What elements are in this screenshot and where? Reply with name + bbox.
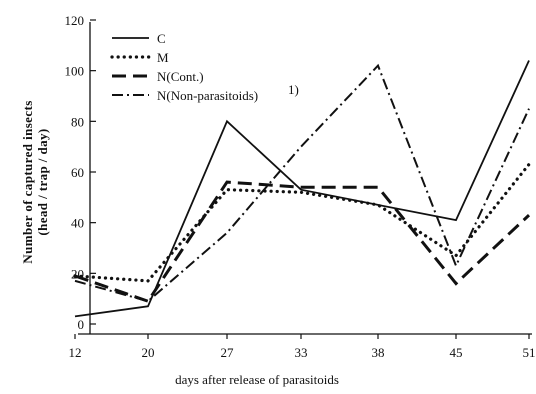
- legend-label-2: M: [157, 50, 169, 65]
- x-tick-label: 38: [372, 345, 385, 360]
- y-tick-label: 60: [71, 165, 84, 180]
- legend-footnote-mark: 1): [288, 82, 299, 97]
- x-tick-label: 33: [295, 345, 308, 360]
- plot-axes: [78, 22, 532, 335]
- x-tick-label: 27: [221, 345, 235, 360]
- series-line-1: [74, 60, 530, 318]
- y-axis-label: Number of captured insects: [20, 100, 35, 263]
- y-tick-label: 0: [78, 317, 85, 332]
- x-tick-label: 45: [450, 345, 463, 360]
- series-line-2: [73, 162, 531, 283]
- legend-label-3: N(Cont.): [157, 69, 204, 84]
- legend: CM N(Cont.) N(Non-parasitoids) 1): [110, 31, 299, 103]
- series-line-3: [74, 180, 531, 303]
- y-axis-sublabel: (head / trap / day): [35, 128, 50, 235]
- x-axis-label: days after release of parasitoids: [175, 372, 339, 387]
- legend-label-1: C: [157, 31, 166, 46]
- x-axis-ticks: 12 20 27 33 38 45 51: [69, 334, 536, 360]
- x-tick-label: 12: [69, 345, 82, 360]
- series-lines: [73, 60, 531, 318]
- legend-label-4: N(Non-parasitoids): [157, 88, 258, 103]
- x-tick-label: 20: [142, 345, 155, 360]
- y-tick-label: 40: [71, 216, 84, 231]
- x-tick-label: 51: [523, 345, 536, 360]
- y-axis-label-group: Number of captured insects (head / trap …: [20, 100, 50, 263]
- y-tick-label: 120: [65, 13, 85, 28]
- series-line-4: [74, 63, 530, 303]
- y-tick-label: 80: [71, 114, 84, 129]
- y-tick-label: 100: [65, 64, 85, 79]
